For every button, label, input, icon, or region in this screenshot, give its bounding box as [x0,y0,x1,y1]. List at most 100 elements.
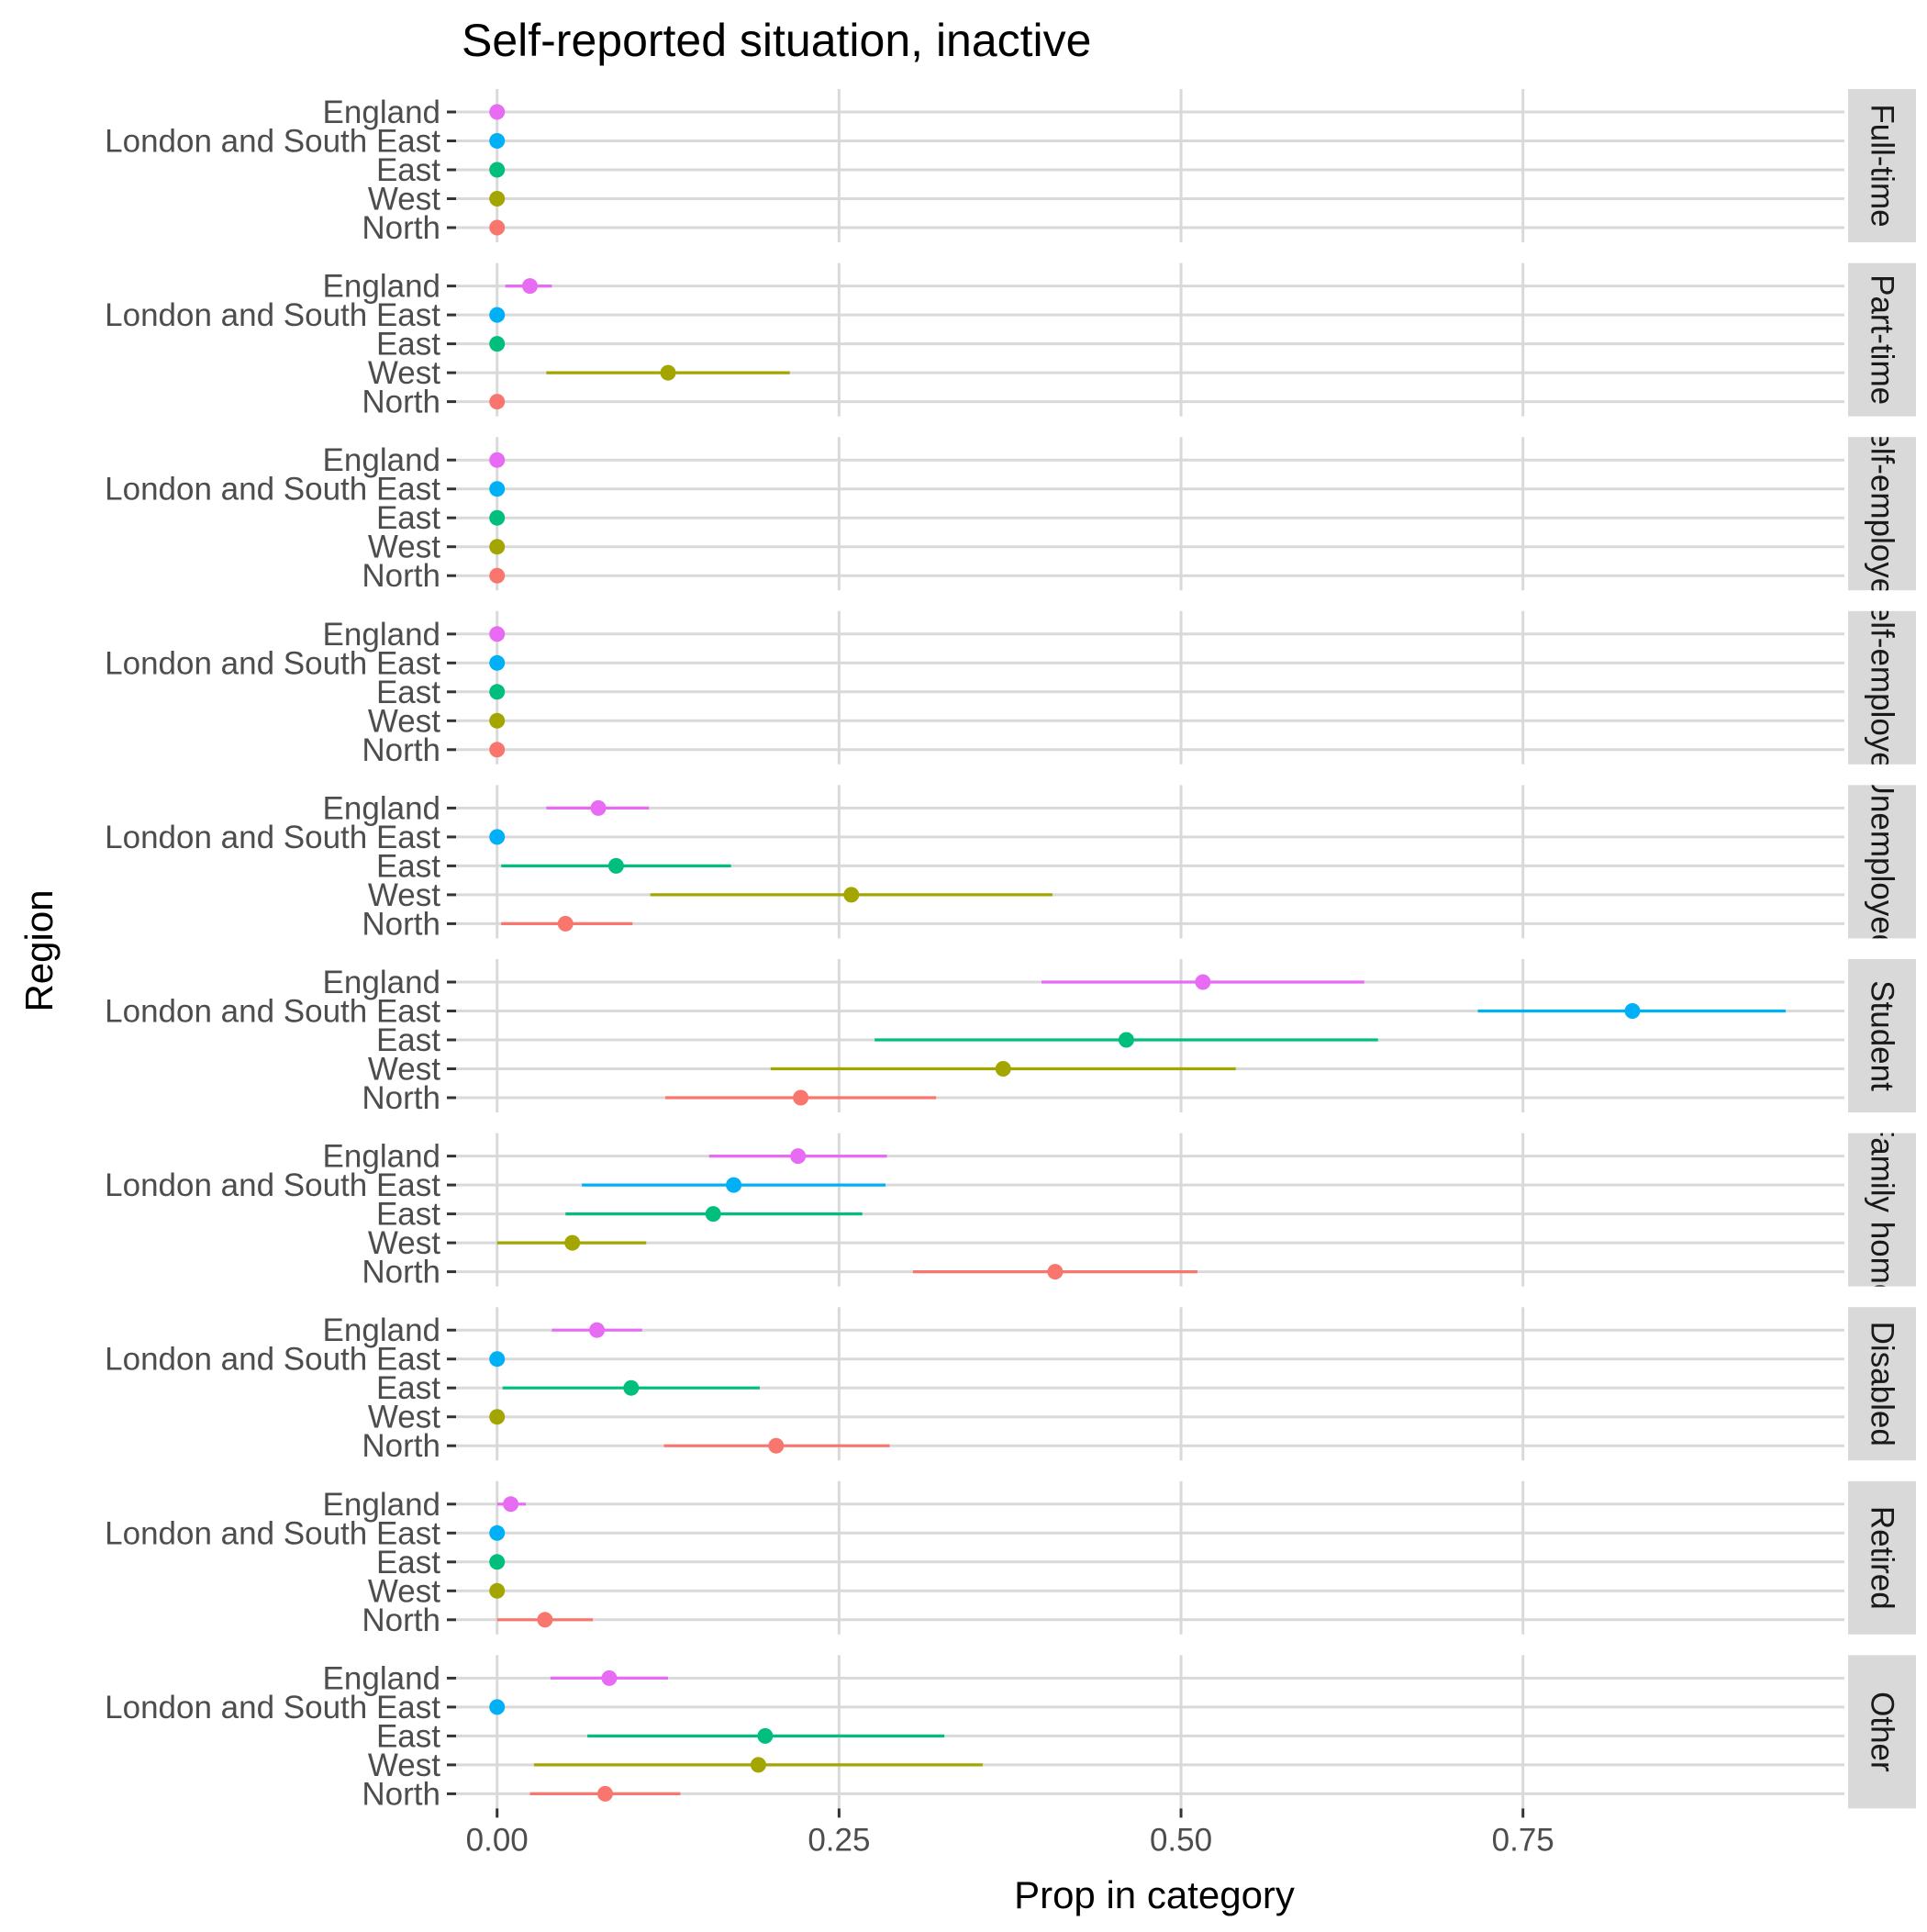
facet-strip [1848,89,1916,242]
y-tick-label-east: East [376,1545,440,1580]
data-point-west [750,1757,766,1773]
facet-strip-label-group: Disabled [1865,1322,1900,1446]
data-point-west [660,364,676,381]
y-tick-label-west: West [368,877,440,913]
y-tick-label-north: North [362,732,440,768]
data-point-east [489,162,506,178]
y-tick-label-west: West [368,1052,440,1088]
y-tick-label-england: England [323,442,440,478]
facet-strip-label-group: Full-time [1865,104,1900,227]
y-axis-title: Region [17,889,61,1011]
data-point-london-and-south-east [489,1351,506,1368]
facet-strip [1848,437,1916,591]
y-tick-label-north: North [362,1776,440,1812]
facet-strip-label-group: Retired [1865,1506,1900,1610]
data-point-london-and-south-east [489,654,506,671]
facet-strip [1848,1655,1916,1809]
y-tick-label-north: North [362,210,440,246]
data-point-england [590,799,607,816]
data-point-north [489,567,506,584]
y-tick-label-north: North [362,1080,440,1116]
facet-strip [1848,610,1916,765]
y-tick-label-east: East [376,1370,440,1406]
y-tick-label-london-and-south-east: London and South East [105,820,440,855]
data-point-london-and-south-east [489,133,506,149]
y-tick-label-north: North [362,558,440,594]
data-point-england [589,1322,606,1338]
facet-strip [1848,1133,1916,1287]
facet-strip [1848,785,1916,939]
y-tick-label-north: North [362,1603,440,1638]
data-point-east [489,509,506,526]
y-tick-label-england: England [323,1312,440,1348]
facet-strip-label-group: Part-time [1865,274,1900,405]
y-tick-label-london-and-south-east: London and South East [105,297,440,333]
data-point-east [705,1206,721,1223]
data-point-north [557,915,574,932]
data-point-east [489,1554,506,1570]
data-point-london-and-south-east [1624,1003,1641,1019]
y-tick-label-london-and-south-east: London and South East [105,1690,440,1725]
facet-strip-label-group: Family home [1865,1134,1900,1287]
y-tick-label-east: East [376,500,440,536]
x-axis: 0.00 0.25 0.50 0.75 [466,1808,1554,1858]
y-tick-label-north: North [362,1255,440,1290]
y-tick-label-north: North [362,1428,440,1464]
y-tick-label-england: England [323,617,440,653]
y-tick-label-england: England [323,1139,440,1175]
data-point-north [537,1612,553,1628]
y-tick-label-england: England [323,1660,440,1696]
data-point-east [489,336,506,352]
facet-strip-label: self-employed [1865,414,1900,614]
y-tick-label-west: West [368,1748,440,1783]
x-tick-label-0: 0.00 [466,1822,529,1858]
y-tick-label-west: West [368,355,440,391]
y-tick-label-london-and-south-east: London and South East [105,1342,440,1378]
data-point-london-and-south-east [489,307,506,323]
facet-strip-label-group: Other [1865,1692,1900,1772]
y-tick-label-england: England [323,965,440,1000]
y-tick-label-west: West [368,1400,440,1435]
data-point-england [790,1148,807,1165]
y-tick-label-east: East [376,848,440,884]
facet-strip-label: Part-time [1865,274,1900,405]
data-point-west [995,1061,1011,1077]
data-point-england [503,1496,519,1513]
data-point-england [521,278,538,295]
chart-title: Self-reported situation, inactive [462,15,1091,66]
facet-strip [1848,262,1916,417]
data-point-west [489,539,506,555]
y-tick-label-london-and-south-east: London and South East [105,1167,440,1203]
y-tick-label-west: West [368,1225,440,1261]
y-tick-label-north: North [362,906,440,942]
y-tick-label-east: East [376,327,440,363]
data-point-london-and-south-east [489,481,506,497]
data-point-england [601,1670,618,1686]
facet-strip [1848,1307,1916,1461]
data-point-england [489,104,506,120]
y-tick-label-london-and-south-east: London and South East [105,994,440,1030]
data-point-north [596,1785,613,1802]
data-point-east [757,1727,774,1744]
facet-strip-label: self-employed [1865,587,1900,787]
data-point-north [489,742,506,758]
y-tick-label-london-and-south-east: London and South East [105,1515,440,1551]
y-tick-label-east: East [376,1718,440,1754]
data-point-north [768,1437,785,1454]
x-tick-label-3: 0.75 [1492,1822,1554,1858]
facet-strip-label-group: Unemployed [1865,785,1900,938]
data-point-north [489,219,506,236]
data-point-england [1195,974,1211,990]
facet-strip-label-group: Student [1865,980,1900,1091]
y-tick-label-london-and-south-east: London and South East [105,472,440,508]
